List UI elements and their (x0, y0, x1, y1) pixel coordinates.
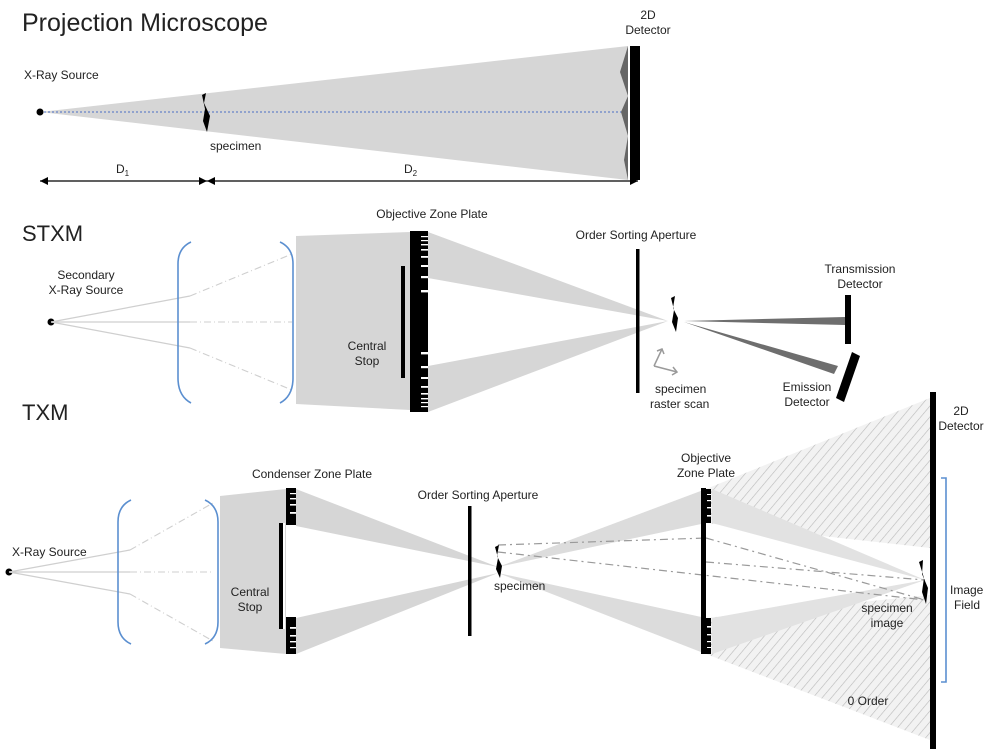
txm-incoming-rays (8, 549, 131, 595)
stxm-transmission-label-2: Detector (837, 277, 882, 291)
txm-imaging-rays (497, 537, 926, 601)
txm-image-field-label-2: Field (954, 598, 980, 612)
txm-central-stop-label-1: Central (231, 585, 270, 599)
stxm-osa-label: Order Sorting Aperture (576, 228, 697, 242)
txm-2d-detector (930, 392, 936, 749)
stxm-raster-scan-icon (653, 348, 679, 376)
txm-objective-zone-plate (701, 488, 711, 654)
stxm-specimen-label-1: specimen (655, 382, 706, 396)
txm-specimen (495, 545, 502, 578)
txm-specimen-image-label-1: specimen (861, 601, 912, 615)
txm-objective-label-1: Objective (681, 451, 731, 465)
txm-specimen-image (919, 560, 928, 604)
txm-virtual-rays (129, 502, 214, 642)
projection-detector-label-2: Detector (625, 23, 670, 37)
stxm-emission-label-2: Detector (784, 395, 829, 409)
stxm-emission-detector (836, 352, 860, 402)
stxm-beam-block (296, 232, 410, 410)
txm-specimen-image-label-2: image (871, 616, 904, 630)
txm-beam-block (220, 489, 286, 654)
distance-d1-arrow (40, 177, 207, 185)
projection-source-label: X-Ray Source (24, 68, 99, 82)
distance-d1-label: D1 (116, 162, 130, 178)
projection-xray-source-point (36, 108, 44, 116)
txm-condenser-central-stop (279, 523, 285, 629)
stxm-transmission-label-1: Transmission (825, 262, 896, 276)
stxm-zone-plate-label: Objective Zone Plate (376, 207, 488, 221)
txm-diverge-lower-cone (498, 573, 706, 654)
txm-image-field-bracket (941, 477, 947, 683)
stxm-source-label-2: X-Ray Source (49, 283, 124, 297)
txm-objective-label-2: Zone Plate (677, 466, 735, 480)
stxm-osa (636, 249, 640, 393)
stxm-lower-focus-cone (428, 321, 668, 412)
txm-left-bracket (117, 499, 132, 645)
txm-osa-label: Order Sorting Aperture (418, 488, 539, 502)
stxm-central-stop-label-1: Central (348, 339, 387, 353)
stxm-incoming-rays (50, 295, 191, 349)
distance-d2-arrow (207, 177, 638, 185)
txm-central-stop-label-2: Stop (238, 600, 263, 614)
stxm-central-stop (401, 266, 405, 378)
stxm-emission-label-1: Emission (783, 380, 832, 394)
txm-image-field-label-1: Image (950, 583, 984, 597)
txm-detector-label-2: Detector (938, 419, 983, 433)
txm-specimen-label: specimen (494, 579, 545, 593)
txm-zero-order-label: 0 Order (848, 694, 889, 708)
stxm-title: STXM (22, 221, 83, 246)
distance-d2-label: D2 (404, 162, 418, 178)
txm-panel: TXM X-Ray Source (5, 392, 984, 749)
txm-detector-label-1: 2D (953, 404, 969, 418)
txm-osa (468, 506, 472, 636)
txm-condenser-zone-plate (286, 488, 296, 654)
txm-condenser-label: Condenser Zone Plate (252, 467, 372, 481)
txm-condenser-lower-cone (296, 573, 498, 654)
stxm-specimen (671, 296, 678, 332)
stxm-source-label-1: Secondary (57, 268, 114, 282)
stxm-specimen-label-2: raster scan (650, 397, 709, 411)
projection-detector-label-1: 2D (640, 8, 656, 22)
stxm-transmission-detector (845, 295, 851, 344)
projection-beam-cone (40, 46, 628, 180)
txm-first-order-upper-cone (712, 489, 925, 580)
projection-title: Projection Microscope (22, 9, 268, 37)
txm-source-label: X-Ray Source (12, 545, 87, 559)
stxm-panel: STXM Secondary X-Ray Source Central Stop (22, 207, 895, 412)
stxm-upper-focus-cone (428, 232, 668, 321)
stxm-virtual-rays (189, 253, 293, 391)
txm-right-bracket (204, 499, 219, 645)
stxm-right-bracket (279, 241, 294, 404)
txm-diverge-upper-cone (498, 489, 706, 567)
txm-title: TXM (22, 400, 68, 425)
projection-specimen (202, 93, 210, 132)
projection-2d-detector (630, 46, 640, 180)
projection-image-shadow (620, 46, 628, 180)
projection-microscope-panel: Projection Microscope X-Ray Source speci… (22, 8, 671, 185)
stxm-emission-beam (684, 322, 838, 374)
projection-specimen-label: specimen (210, 139, 261, 153)
txm-first-order-lower-cone (712, 580, 925, 654)
stxm-left-bracket (177, 241, 192, 404)
stxm-objective-zone-plate (410, 231, 428, 412)
stxm-central-stop-label-2: Stop (355, 354, 380, 368)
stxm-transmitted-beam (684, 317, 845, 325)
txm-condenser-upper-cone (296, 489, 498, 567)
